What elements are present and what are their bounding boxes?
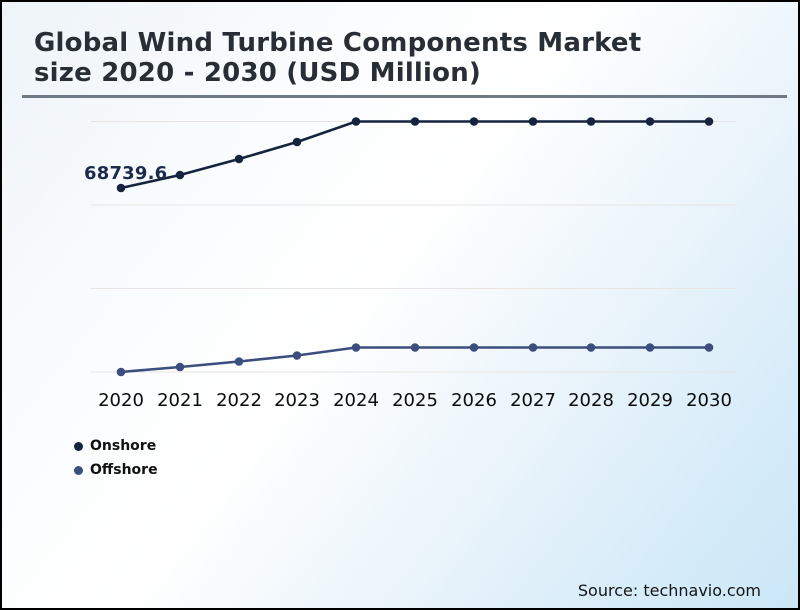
legend-item-onshore: Onshore xyxy=(74,438,158,454)
offshore-point-2029 xyxy=(645,343,655,352)
chart-title-line1: Global Wind Turbine Components Market xyxy=(34,28,642,58)
onshore-point-2030 xyxy=(704,117,714,126)
x-axis-label-2022: 2022 xyxy=(216,390,262,411)
legend: Onshore Offshore xyxy=(74,438,158,486)
onshore-point-2027 xyxy=(528,117,538,126)
onshore-point-2026 xyxy=(469,117,479,126)
x-axis-label-2028: 2028 xyxy=(568,390,614,411)
source-attribution: Source: technavio.com xyxy=(577,581,761,600)
onshore-point-2020 xyxy=(116,183,126,193)
x-axis-label-2029: 2029 xyxy=(627,390,673,411)
offshore-point-2020 xyxy=(116,367,126,377)
x-axis-label-2026: 2026 xyxy=(451,390,497,411)
x-axis: 2020 2021 2022 2023 2024 2025 2026 2027 2028 2029… xyxy=(2,390,798,414)
chart-title: Global Wind Turbine Components Market si… xyxy=(34,28,641,88)
onshore-series-dot-icon xyxy=(74,441,83,451)
x-axis-label-2030: 2030 xyxy=(686,390,732,411)
offshore-point-2021 xyxy=(175,362,185,372)
x-axis-label-2021: 2021 xyxy=(157,390,203,411)
legend-label-offshore: Offshore xyxy=(90,462,158,478)
onshore-point-2028 xyxy=(586,117,596,126)
offshore-point-2030 xyxy=(704,343,714,352)
legend-item-offshore: Offshore xyxy=(74,462,158,478)
data-point-label: 68739.6 xyxy=(84,163,168,184)
offshore-point-2026 xyxy=(469,343,479,352)
onshore-point-2025 xyxy=(410,117,420,126)
offshore-point-2022 xyxy=(234,357,244,366)
offshore-series-dot-icon xyxy=(74,465,83,475)
x-axis-label-2023: 2023 xyxy=(274,390,320,411)
x-axis-label-2020: 2020 xyxy=(98,390,144,411)
title-divider xyxy=(22,95,787,98)
chart-title-line2: size 2020 - 2030 (USD Million) xyxy=(34,58,482,88)
x-axis-label-2025: 2025 xyxy=(392,390,438,411)
onshore-point-2022 xyxy=(234,154,244,164)
onshore-series-line xyxy=(120,120,709,190)
onshore-point-2023 xyxy=(292,137,302,147)
legend-label-onshore: Onshore xyxy=(90,438,157,454)
offshore-point-2028 xyxy=(586,343,596,352)
x-axis-label-2024: 2024 xyxy=(333,390,379,411)
onshore-point-2021 xyxy=(175,170,185,180)
offshore-point-2023 xyxy=(292,351,302,360)
onshore-point-2024 xyxy=(351,117,361,126)
offshore-point-2024 xyxy=(351,343,361,352)
offshore-point-2027 xyxy=(528,343,538,352)
onshore-point-2029 xyxy=(645,117,655,126)
offshore-point-2025 xyxy=(410,343,420,352)
x-axis-label-2027: 2027 xyxy=(510,390,556,411)
